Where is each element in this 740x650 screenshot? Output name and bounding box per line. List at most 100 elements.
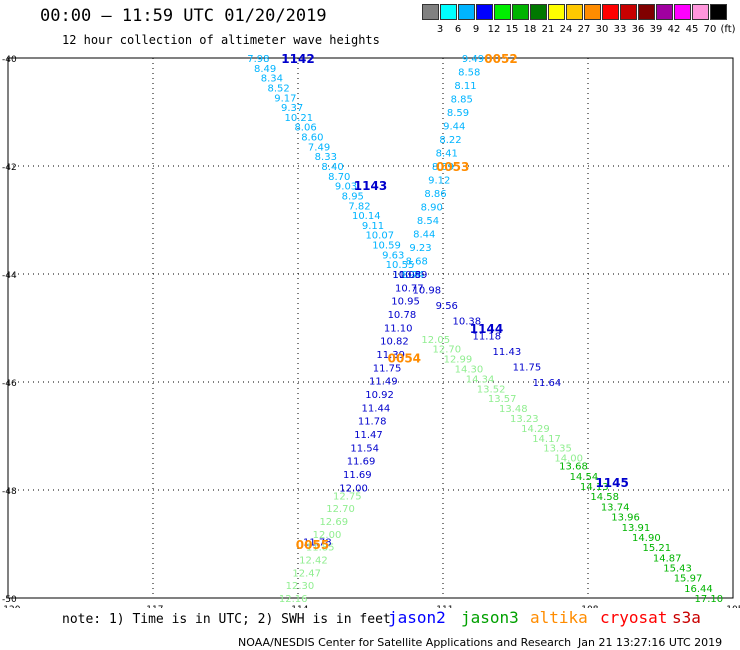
wave-height-label: 9.23: [409, 243, 431, 254]
lat-tick-label: -48: [2, 487, 17, 497]
wave-height-label: 14.17: [532, 434, 561, 445]
wave-height-label: 14.30: [455, 365, 484, 376]
wave-height-label: 8.22: [439, 135, 461, 146]
pass-number-label: 0054: [388, 352, 421, 366]
pass-number-label: 0053: [436, 160, 469, 174]
legend-swatch: [476, 4, 493, 20]
satellite-label-altika: altika: [530, 608, 588, 627]
lon-tick-label: -117: [143, 605, 163, 608]
wave-height-label: 11.47: [354, 430, 383, 441]
wave-height-label: 8.40: [321, 162, 343, 173]
wave-height-label: 10.78: [388, 310, 417, 321]
page-subtitle: 12 hour collection of altimeter wave hei…: [62, 33, 380, 47]
wave-height-label: 8.60: [301, 133, 323, 144]
wave-height-label: 8.52: [267, 83, 289, 94]
wave-height-label: 9.03: [335, 182, 357, 193]
wave-height-label: 11.75: [513, 363, 542, 374]
legend-swatch: [674, 4, 691, 20]
wave-height-label: 11.49: [369, 377, 398, 388]
wave-height-label: 12.69: [319, 517, 348, 528]
wave-height-label: 10.38: [453, 316, 482, 327]
wave-height-label: 8.33: [315, 152, 337, 163]
legend-swatch: [566, 4, 583, 20]
legend-label: 27: [577, 24, 591, 35]
legend-swatch: [620, 4, 637, 20]
wave-height-label: 11.44: [362, 403, 391, 414]
lat-tick-label: -46: [2, 379, 17, 389]
wave-height-label: 14.13: [580, 482, 609, 493]
pass-number-label: 1142: [281, 52, 314, 66]
wave-height-label: 9.17: [274, 93, 296, 104]
credit-line: NOAA/NESDIS Center for Satellite Applica…: [238, 636, 572, 649]
legend-swatch: [602, 4, 619, 20]
legend-label: 30: [595, 24, 609, 35]
wave-height-label: 11.43: [493, 347, 522, 358]
wave-height-label: 11.54: [350, 443, 379, 454]
lat-tick-label: -42: [2, 163, 17, 173]
satellite-label-jason2: jason2: [388, 608, 446, 627]
wave-height-map: -40 -42 -44 -46 -48 -50-120 -117 -114 -111 -108 -1…: [0, 52, 740, 608]
legend-label: 6: [454, 24, 462, 35]
wave-height-label: 11.64: [533, 378, 562, 389]
legend-swatch: [494, 4, 511, 20]
wave-height-label: 8.11: [454, 81, 476, 92]
legend-swatch: [548, 4, 565, 20]
wave-height-label: 9.63: [382, 250, 404, 261]
legend-label: 9: [472, 24, 480, 35]
wave-height-label: 13.48: [499, 404, 528, 415]
wave-height-label: 13.68: [559, 462, 588, 473]
wave-height-label: 7.82: [348, 201, 370, 212]
wave-height-label: 8.44: [413, 230, 435, 241]
wave-height-label: 15.97: [674, 574, 703, 585]
timestamp: Jan 21 13:27:16 UTC 2019: [578, 636, 723, 649]
wave-height-label: 9.11: [362, 221, 384, 232]
wave-height-label: 14.58: [590, 492, 619, 503]
wave-height-label: 8.74: [402, 270, 424, 281]
pass-number-label: 1145: [595, 476, 628, 490]
footer-note: note: 1) Time is in UTC; 2) SWH is in fe…: [62, 612, 391, 627]
wave-height-label: 11.78: [303, 537, 332, 548]
wave-height-label: 10.05: [392, 270, 421, 281]
legend-label: 42: [667, 24, 681, 35]
wave-height-label: 11.69: [347, 457, 376, 468]
wave-height-label: 10.14: [352, 211, 381, 222]
legend-swatch: [638, 4, 655, 20]
wave-height-label: 16.44: [684, 584, 713, 595]
wave-height-label: 8.85: [451, 95, 473, 106]
wave-height-label: 15.43: [663, 563, 692, 574]
wave-height-label: 7.49: [308, 142, 330, 153]
wave-height-label: 14.87: [653, 553, 682, 564]
wave-height-label: 8.95: [342, 191, 364, 202]
wave-height-label: 12.70: [326, 504, 355, 515]
wave-height-label: 12.00: [339, 483, 368, 494]
satellite-label-s3a: s3a: [672, 608, 701, 627]
legend-label: 3: [436, 24, 444, 35]
wave-height-label: 13.96: [611, 513, 640, 524]
wave-height-label: 12.42: [299, 556, 328, 567]
wave-height-label: 12.30: [286, 581, 315, 592]
legend-swatch: [692, 4, 709, 20]
wave-height-label: 14.00: [554, 454, 583, 465]
legend-label: 36: [631, 24, 645, 35]
wave-height-label: 11.75: [373, 363, 402, 374]
legend-label: 45: [685, 24, 699, 35]
wave-height-label: 11.10: [384, 323, 413, 334]
pass-number-label: 1143: [354, 179, 387, 193]
wave-height-label: 12.05: [421, 335, 450, 346]
legend-label: 21: [541, 24, 555, 35]
wave-height-label: 9.44: [443, 122, 465, 133]
wave-height-label: 12.70: [433, 345, 462, 356]
wave-height-label: 10.95: [391, 297, 420, 308]
satellite-label-cryosat: cryosat: [600, 608, 668, 627]
lon-tick-label: -120: [0, 605, 21, 608]
wave-height-label: 10.92: [365, 390, 394, 401]
wave-height-label: 8.86: [424, 189, 446, 200]
wave-height-label: 8.41: [436, 149, 458, 160]
wave-height-label: 11.18: [473, 332, 502, 343]
wave-height-label: 10.21: [285, 113, 314, 124]
legend-swatch: [584, 4, 601, 20]
wave-height-label: 12.47: [292, 568, 321, 579]
wave-height-label: 10.89: [399, 270, 428, 281]
wave-height-label: 14.90: [632, 533, 661, 544]
lon-tick-label: -108: [578, 605, 599, 608]
